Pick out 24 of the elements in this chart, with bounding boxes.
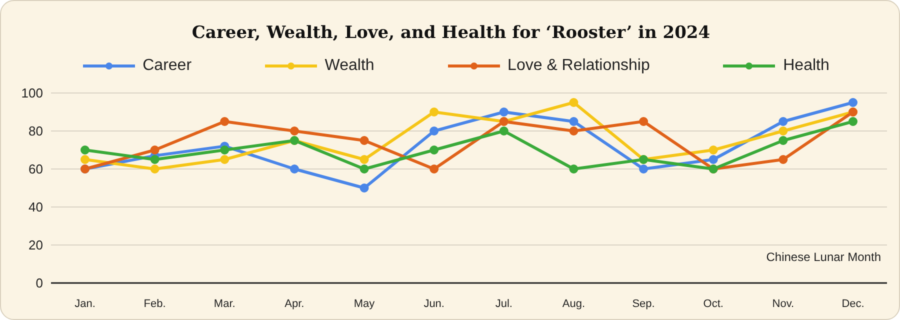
y-tick-label: 80 — [28, 124, 43, 139]
x-tick-label: Mar. — [214, 298, 236, 310]
x-tick-label: Nov. — [772, 298, 794, 310]
x-axis-title: Chinese Lunar Month — [766, 250, 881, 264]
chart-title: Career, Wealth, Love, and Health for ‘Rooster’ in 2024 — [190, 23, 712, 43]
y-tick-label: 60 — [28, 162, 43, 177]
x-tick-label: May — [354, 298, 376, 310]
y-tick-label: 40 — [28, 200, 43, 215]
legend-label: Health — [783, 57, 830, 75]
y-tick-label: 20 — [28, 238, 43, 253]
x-tick-label: Jun. — [424, 298, 444, 310]
x-tick-label: Sep. — [632, 298, 655, 310]
y-tick-label: 0 — [36, 276, 43, 291]
legend-label: Career — [142, 57, 192, 75]
x-tick-label: Jan. — [74, 298, 96, 310]
x-tick-label: Oct. — [703, 298, 724, 310]
legend-label: Wealth — [324, 57, 374, 75]
x-tick-label: Feb. — [144, 298, 166, 310]
legend-label: Love & Relationship — [508, 57, 650, 75]
x-tick-label: Apr. — [284, 298, 304, 310]
x-tick-label: Dec. — [842, 298, 864, 310]
x-tick-label: Jul. — [495, 298, 512, 310]
x-tick-label: Aug. — [562, 298, 586, 310]
y-tick-label: 100 — [21, 86, 43, 101]
